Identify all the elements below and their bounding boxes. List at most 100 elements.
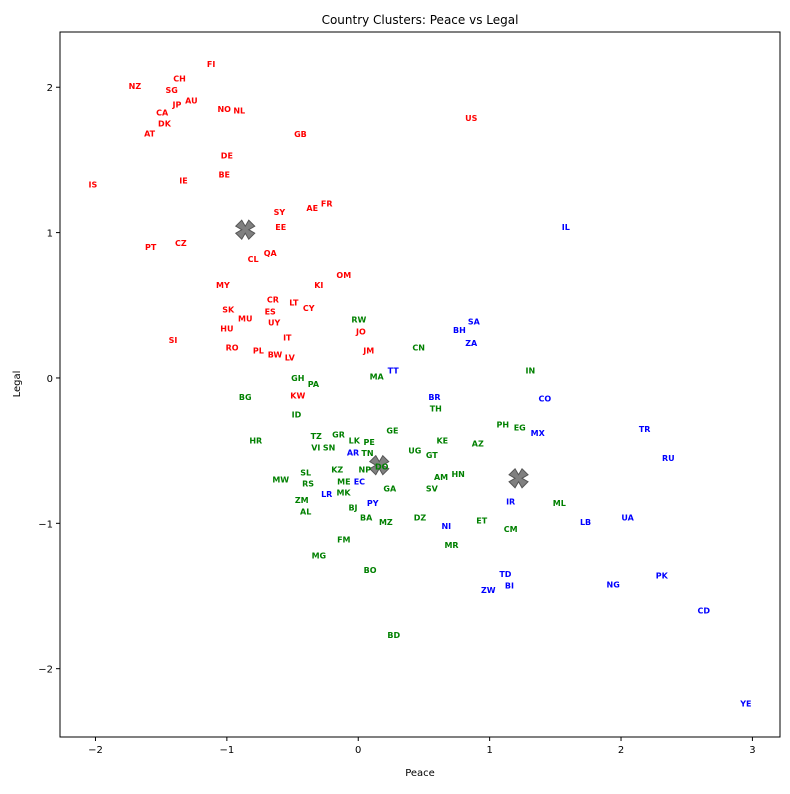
point-label-ph: PH xyxy=(496,420,509,429)
point-label-ge: GE xyxy=(386,426,398,435)
point-label-uy: UY xyxy=(268,318,280,327)
point-label-tr: TR xyxy=(639,425,651,434)
point-label-zm: ZM xyxy=(295,496,309,505)
point-label-ni: NI xyxy=(441,522,451,531)
point-label-ga: GA xyxy=(383,484,397,493)
point-label-do: DO xyxy=(375,463,389,472)
point-label-br: BR xyxy=(428,393,440,402)
point-label-th: TH xyxy=(430,404,442,413)
point-label-ee: EE xyxy=(275,223,286,232)
point-label-ug: UG xyxy=(408,447,421,456)
x-tick-label: −2 xyxy=(88,745,103,756)
point-label-al: AL xyxy=(300,507,311,516)
point-label-il: IL xyxy=(562,223,570,232)
point-label-ye: YE xyxy=(739,700,751,709)
point-label-gb: GB xyxy=(294,130,307,139)
point-label-gt: GT xyxy=(426,451,438,460)
point-label-jp: JP xyxy=(172,101,182,110)
point-label-vi: VI xyxy=(311,444,320,453)
point-label-py: PY xyxy=(367,499,379,508)
point-label-sk: SK xyxy=(222,306,235,315)
point-label-fm: FM xyxy=(337,535,350,544)
point-label-nz: NZ xyxy=(129,82,142,91)
point-label-pl: PL xyxy=(253,346,264,355)
point-label-lr: LR xyxy=(321,490,332,499)
point-label-at: AT xyxy=(144,129,156,138)
point-label-jo: JO xyxy=(355,327,366,336)
point-label-tz: TZ xyxy=(311,432,322,441)
point-label-mr: MR xyxy=(444,541,458,550)
point-label-hr: HR xyxy=(249,436,262,445)
point-label-cz: CZ xyxy=(175,239,187,248)
point-label-ru: RU xyxy=(662,454,675,463)
x-axis-label: Peace xyxy=(405,768,435,779)
point-label-gh: GH xyxy=(291,374,304,383)
point-label-cr: CR xyxy=(267,295,279,304)
point-label-et: ET xyxy=(476,516,487,525)
point-label-ki: KI xyxy=(314,281,323,290)
point-label-bj: BJ xyxy=(348,503,357,512)
point-label-mz: MZ xyxy=(379,518,393,527)
point-label-ir: IR xyxy=(506,498,515,507)
point-label-ch: CH xyxy=(173,75,186,84)
point-label-me: ME xyxy=(337,477,350,486)
point-label-bd: BD xyxy=(387,631,400,640)
point-label-sy: SY xyxy=(274,208,286,217)
point-label-sn: SN xyxy=(323,443,335,452)
point-label-ar: AR xyxy=(347,449,359,458)
point-label-mu: MU xyxy=(238,314,252,323)
point-label-ml: ML xyxy=(553,499,566,508)
point-label-cy: CY xyxy=(303,304,315,313)
point-label-jm: JM xyxy=(362,346,374,355)
point-label-nl: NL xyxy=(233,106,245,115)
point-label-mw: MW xyxy=(272,476,289,485)
point-label-sv: SV xyxy=(426,484,439,493)
point-label-sg: SG xyxy=(166,86,178,95)
point-label-sl: SL xyxy=(300,468,311,477)
chart-title: Country Clusters: Peace vs Legal xyxy=(322,13,519,27)
point-label-sa: SA xyxy=(468,317,481,326)
point-label-pa: PA xyxy=(308,380,320,389)
point-label-td: TD xyxy=(499,570,511,579)
point-label-bo: BO xyxy=(364,566,377,575)
centroid-marker-1 xyxy=(368,454,390,476)
point-label-ro: RO xyxy=(226,343,239,352)
y-tick-label: 0 xyxy=(47,374,53,385)
point-label-bh: BH xyxy=(453,326,466,335)
point-label-is: IS xyxy=(88,181,97,190)
point-label-za: ZA xyxy=(465,339,478,348)
point-label-ng: NG xyxy=(607,580,620,589)
point-label-ua: UA xyxy=(621,514,634,523)
point-label-pe: PE xyxy=(364,438,375,447)
point-label-rw: RW xyxy=(351,316,366,325)
point-label-gr: GR xyxy=(332,431,345,440)
point-label-it: IT xyxy=(283,333,292,342)
point-label-az: AZ xyxy=(472,439,484,448)
point-label-pk: PK xyxy=(656,572,669,581)
y-axis-label: Legal xyxy=(12,371,23,398)
point-label-fr: FR xyxy=(321,200,333,209)
x-tick-label: 2 xyxy=(618,745,624,756)
point-label-pt: PT xyxy=(145,243,157,252)
point-label-ie: IE xyxy=(179,176,187,185)
point-label-cl: CL xyxy=(248,255,259,264)
x-tick-label: 0 xyxy=(355,745,361,756)
y-tick-label: 1 xyxy=(47,229,53,240)
point-label-au: AU xyxy=(185,96,197,105)
point-label-lv: LV xyxy=(285,354,296,363)
centroid-marker-2 xyxy=(508,467,529,489)
point-label-cd: CD xyxy=(698,607,711,616)
point-label-no: NO xyxy=(217,105,231,114)
point-label-id: ID xyxy=(292,410,302,419)
point-label-mg: MG xyxy=(312,551,327,560)
point-label-mx: MX xyxy=(531,429,546,438)
point-label-ke: KE xyxy=(436,436,448,445)
point-label-am: AM xyxy=(434,473,448,482)
point-label-in: IN xyxy=(526,367,536,376)
point-label-om: OM xyxy=(336,271,351,280)
point-label-my: MY xyxy=(216,281,230,290)
point-label-si: SI xyxy=(169,336,178,345)
point-label-cn: CN xyxy=(412,343,425,352)
point-label-rs: RS xyxy=(302,480,314,489)
